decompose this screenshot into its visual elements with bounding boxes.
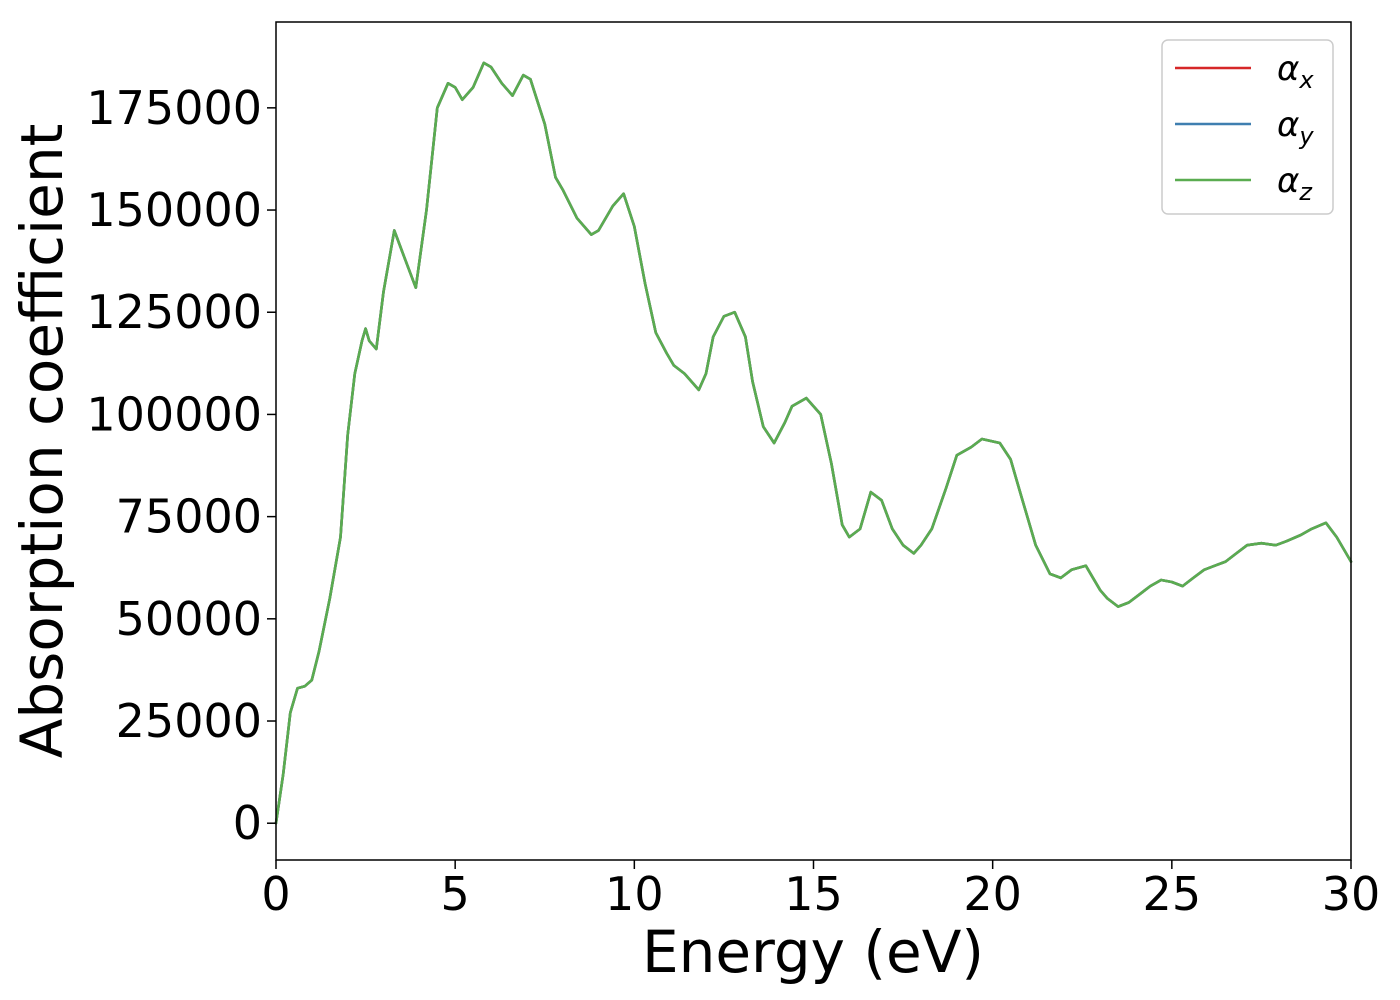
y-tick-label: 25000 (116, 694, 262, 748)
series-layer (274, 61, 1353, 825)
x-tick-label: 15 (784, 867, 843, 921)
y-axis-ticks: 0 25000 50000 75000 100000 125000 150000 175000 (86, 81, 276, 850)
legend-label-symbol: α (1277, 105, 1299, 145)
legend-label-alpha-x: αx (1277, 49, 1314, 94)
series-line-alpha-z (274, 61, 1353, 825)
x-tick-label: 30 (1322, 867, 1381, 921)
y-tick-label: 125000 (86, 285, 262, 339)
y-tick-label: 175000 (86, 81, 262, 135)
legend-label-subscript: z (1298, 178, 1313, 206)
legend-box (1161, 39, 1334, 215)
y-tick-label: 100000 (86, 387, 262, 441)
y-tick-label: 0 (233, 796, 262, 850)
x-axis-ticks: 0 5 10 15 20 25 30 (261, 860, 1380, 921)
legend-label-subscript: x (1298, 66, 1314, 94)
y-tick-label: 50000 (116, 592, 262, 646)
x-tick-label: 20 (963, 867, 1022, 921)
x-tick-label: 0 (261, 867, 290, 921)
legend-label-subscript: y (1298, 122, 1314, 150)
y-axis-title: Absorption coefficient (8, 124, 76, 759)
x-tick-label: 10 (605, 867, 664, 921)
legend-label-alpha-z: αz (1277, 161, 1313, 206)
legend-label-symbol: α (1277, 161, 1299, 201)
x-axis-title: Energy (eV) (642, 918, 984, 986)
y-tick-label: 150000 (86, 183, 262, 237)
x-tick-label: 5 (441, 867, 470, 921)
legend-label-alpha-y: αy (1277, 105, 1314, 150)
x-tick-label: 25 (1143, 867, 1202, 921)
y-tick-label: 75000 (116, 490, 262, 544)
legend-label-symbol: α (1277, 49, 1299, 89)
